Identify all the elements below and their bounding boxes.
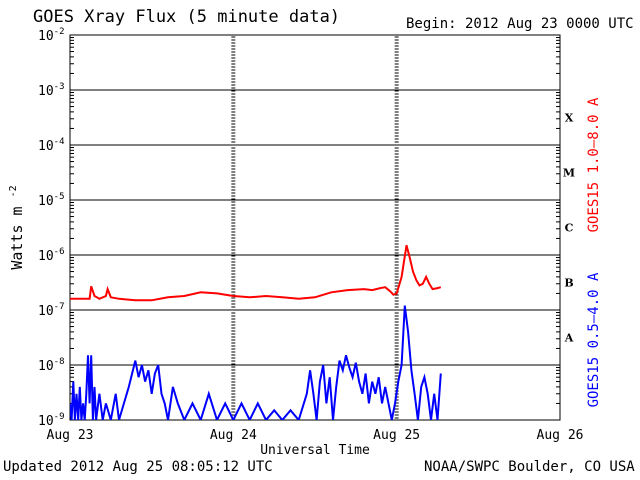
y-tick-label: 10-6: [38, 247, 65, 264]
series-legend-label: GOES15 0.5–4.0 A: [586, 272, 602, 407]
flare-class-label: A: [564, 332, 574, 345]
y-axis-label: Watts m -2: [8, 185, 26, 269]
y-tick-label: 10-7: [38, 302, 65, 319]
flare-class-label: M: [563, 167, 575, 180]
credit-label: NOAA/SWPC Boulder, CO USA: [424, 459, 635, 475]
y-tick-label: 10-3: [38, 82, 65, 99]
flare-class-label: B: [564, 277, 573, 290]
begin-time-label: Begin: 2012 Aug 23 0000 UTC: [406, 16, 634, 32]
y-tick-label: 10-2: [38, 27, 65, 44]
y-tick-label: 10-9: [38, 412, 65, 429]
series-line: [70, 305, 442, 420]
y-tick-label: 10-8: [38, 357, 65, 374]
updated-timestamp: Updated 2012 Aug 25 08:05:12 UTC: [3, 459, 273, 475]
x-axis-label: Universal Time: [260, 443, 370, 458]
y-tick-label: 10-5: [38, 192, 65, 209]
x-tick-label: Aug 24: [210, 428, 257, 443]
series-line: [70, 245, 442, 302]
plot-frame: [69, 34, 561, 421]
x-tick-label: Aug 25: [373, 428, 420, 443]
flare-class-label: C: [565, 222, 574, 235]
y-tick-label: 10-4: [38, 137, 65, 154]
chart-title: GOES Xray Flux (5 minute data): [33, 7, 341, 27]
flare-class-label: X: [565, 112, 574, 125]
series-legend-label: GOES15 1.0–8.0 A: [586, 97, 602, 232]
x-tick-label: Aug 23: [47, 428, 94, 443]
x-tick-label: Aug 26: [537, 428, 584, 443]
